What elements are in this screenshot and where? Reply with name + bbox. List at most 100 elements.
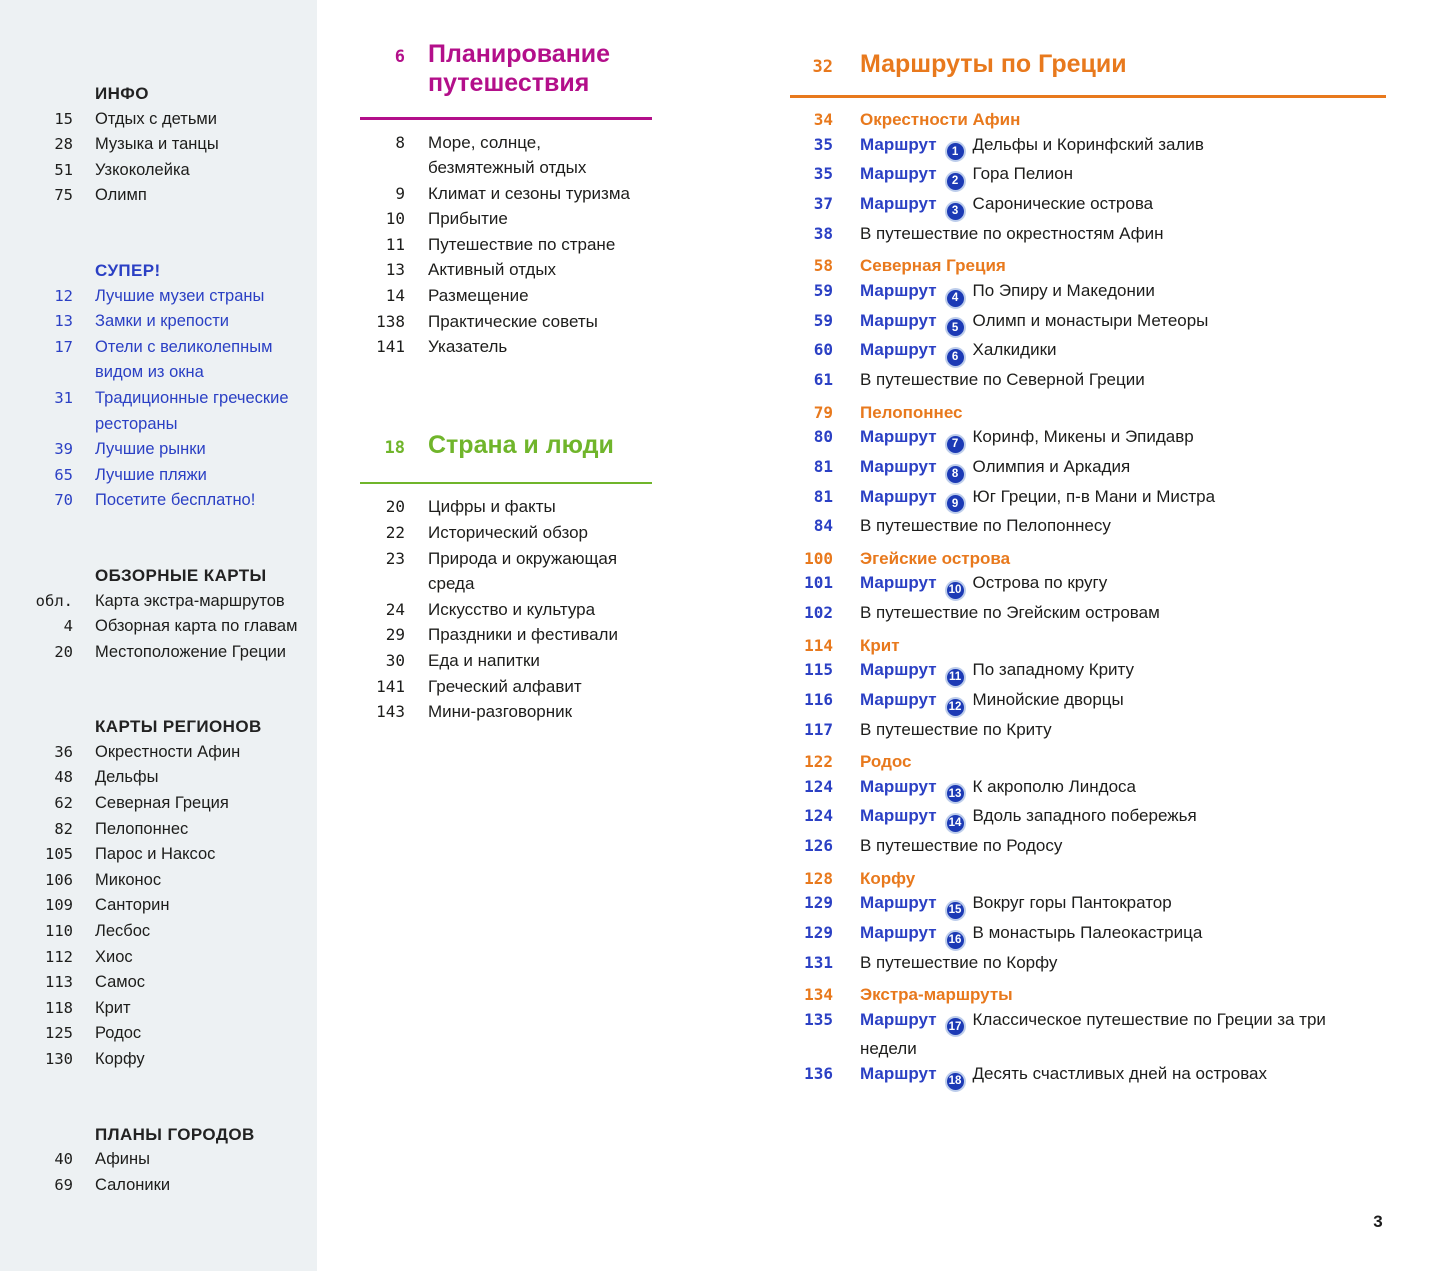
route-number-badge: 2 [944,171,966,192]
toc-label: Классическое путешествие по Греции за тр… [860,1009,1326,1059]
toc-page-number: 59 [813,280,833,300]
group-page-number: 58 [813,256,833,276]
toc-row: 61 В путешествие по Северной Греции [790,368,1386,393]
route-group-header: 114 Крит [790,634,1386,659]
toc-entry: Маршрут 5 Олимп и монастыри Метеоры [860,309,1208,339]
toc-label: Традиционные греческие рестораны [95,388,289,433]
toc-label: Хиос [95,947,133,966]
route-number-badge: 4 [944,287,966,309]
toc-page-number: 124 [804,806,833,826]
toc-page-number: 102 [804,603,833,622]
toc-label: Обзорная карта по главам [95,617,298,636]
toc-page-number: 13 [385,260,405,280]
sidebar-section-title: ОБЗОРНЫЕ КАРТЫ [95,565,267,585]
route-word: Маршрут [860,486,937,506]
toc-page-number: 101 [804,573,833,593]
toc-page-number: 4 [63,617,73,636]
toc-row: 109 Санторин [0,893,317,919]
route-number-badge: 8 [944,463,966,485]
toc-row: 51 Узкоколейка [0,158,317,184]
sidebar-section-title: СУПЕР! [95,260,161,280]
route-group-header: 58 Северная Греция [790,254,1386,279]
toc-label: Корфу [95,1050,145,1068]
route-word: Маршрут [860,427,937,446]
toc-row: 10 Прибытие [360,206,652,232]
toc-row: 62 Северная Греция [0,791,317,817]
toc-label: Указатель [428,337,508,357]
toc-row: 141 Греческий алфавит [360,674,652,700]
route-word: Маршрут [860,194,937,213]
route-number-badge: 10 [944,580,966,601]
toc-row: 37 Маршрут 3 Саронические острова [790,192,1386,222]
chapter-heading: 18 Страна и люди [360,431,652,463]
toc-label: Крит [95,998,131,1017]
toc-row: 9 Климат и сезоны туризма [360,181,652,207]
toc-row: 143 Мини-разговорник [360,699,652,725]
toc-label: Самос [95,973,146,992]
toc-label: Климат и сезоны туризма [428,183,630,203]
group-page-number: 114 [804,635,833,655]
toc-page-number: 141 [376,337,405,357]
toc-row: 31 Традиционные греческие рестораны [0,386,317,437]
route-number-badge: 15 [944,899,966,921]
toc-label: Окрестности Афин [95,742,241,761]
route-group: 100 Эгейские острова 101 Маршрут 10 Острова п… [790,547,1386,626]
toc-row: 48 Дельфы [0,765,317,791]
toc-label: Гора Пелион [972,164,1074,184]
toc-row: 30 Еда и напитки [360,648,652,674]
toc-page-number: 15 [54,109,73,128]
toc-page-number: 129 [804,922,833,942]
toc-row: 4 Обзорная карта по главам [0,614,317,640]
route-group-title: Корфу [860,868,916,888]
toc-label: Замки и крепости [95,312,230,331]
toc-row: 84 В путешествие по Пелопоннесу [790,514,1386,539]
route-word: Маршрут [860,340,937,360]
toc-entry: Маршрут 14 Вдоль западного побережья [860,804,1197,834]
toc-label: Отдых с детьми [95,109,217,128]
toc-label: В монастырь Палеокастрица [972,922,1203,942]
toc-label: Северная Греция [95,794,229,813]
toc-row: 28 Музыка и танцы [0,132,317,158]
toc-row: 20 Местоположение Греции [0,640,317,666]
group-page-number: 34 [813,110,833,129]
toc-row: 129 Маршрут 15 Вокруг горы Пантократор [790,891,1386,921]
toc-row: 80 Маршрут 7 Коринф, Микены и Эпидавр [790,425,1386,455]
toc-entry: Маршрут 11 По западному Криту [860,658,1134,688]
toc-page-number: 35 [813,134,833,154]
toc-row: 40 Афины [0,1147,317,1173]
routes-title: Маршруты по Греции [860,50,1127,78]
toc-row: 65 Лучшие пляжи [0,463,317,489]
toc-page-number: 125 [45,1024,73,1043]
toc-entry: Маршрут 15 Вокруг горы Пантократор [860,891,1172,921]
route-number-badge: 6 [944,347,966,368]
toc-label: Праздники и фестивали [428,625,618,645]
route-group-title: Крит [860,635,900,655]
route-group-title: Родос [860,752,912,771]
toc-row: 102 В путешествие по Эгейским островам [790,601,1386,626]
toc-row: 112 Хиос [0,945,317,971]
toc-label: Пелопоннес [95,819,189,838]
toc-page-number: 37 [813,194,833,213]
toc-page-number: 8 [395,132,405,152]
toc-label: В путешествие по Эгейским островам [860,603,1160,622]
toc-row: 126 В путешествие по Родосу [790,834,1386,859]
section-page-gap [0,714,73,740]
route-group: 58 Северная Греция 59 Маршрут 4 По Эпиру и Ма… [790,254,1386,392]
route-number-badge: 9 [944,493,966,515]
route-group-title: Пелопоннес [860,402,963,422]
route-number-badge: 18 [944,1070,966,1092]
title-underline [360,481,652,485]
toc-label: Халкидики [972,340,1057,360]
toc-label: Лесбос [95,922,151,941]
toc-row: 81 Маршрут 9 Юг Греции, п-в Мани и Мистра [790,485,1386,515]
toc-page-number: 40 [54,1150,73,1169]
toc-entry: Маршрут 4 По Эпиру и Македонии [860,279,1155,309]
toc-label: Санторин [95,896,170,915]
toc-label: Природа и окружающая среда [428,548,618,594]
toc-label: Десять счастливых дней на островах [972,1063,1267,1083]
toc-row: 23 Природа и окружающая среда [360,546,652,597]
toc-entry: В путешествие по Северной Греции [860,368,1145,393]
group-page-number: 122 [804,752,833,771]
toc-page-number: 36 [54,742,73,761]
toc-page-number: 106 [45,870,73,889]
